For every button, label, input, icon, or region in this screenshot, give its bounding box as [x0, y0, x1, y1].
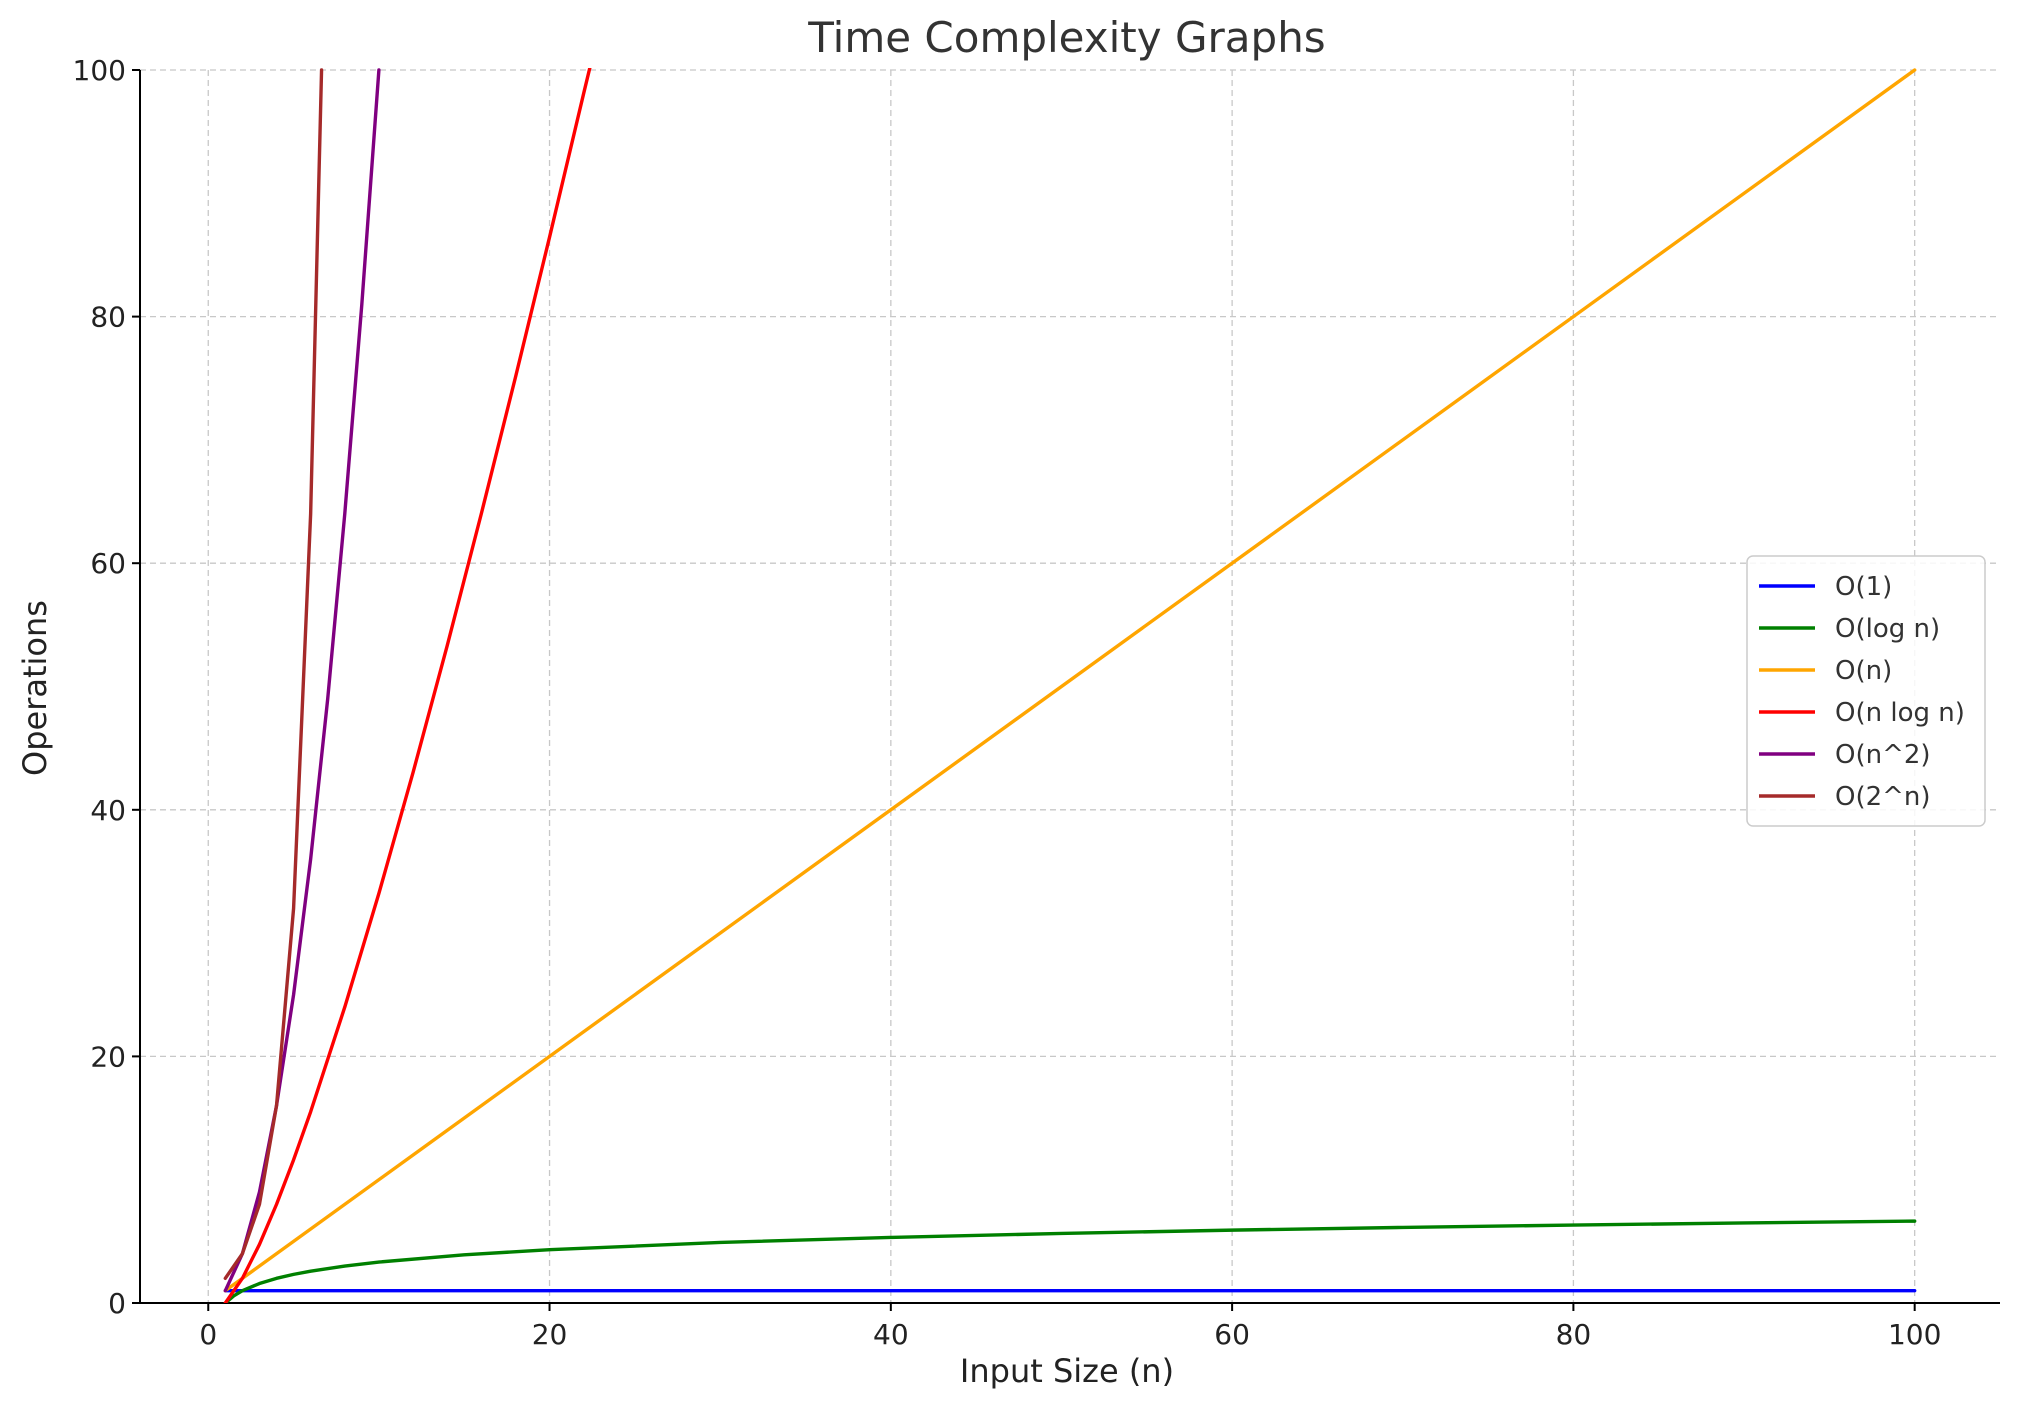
x-tick-label: 80	[1556, 1318, 1592, 1351]
y-tick-label: 0	[108, 1287, 126, 1320]
x-tick-label: 20	[532, 1318, 568, 1351]
series-line-3	[223, 68, 592, 1303]
legend-box	[1746, 555, 1986, 827]
tick-labels: 0 20 40 60 80 100 0 20 40 60 80 100	[73, 54, 1942, 1351]
legend-label: O(1)	[1835, 572, 1892, 602]
legend-label: O(n^2)	[1835, 740, 1931, 770]
series-line-2	[223, 68, 1917, 1293]
legend-label: O(2^n)	[1835, 782, 1931, 812]
axes	[132, 69, 2000, 1311]
legend-label: O(log n)	[1835, 614, 1940, 644]
x-tick-label: 100	[1888, 1318, 1941, 1351]
y-tick-label: 100	[73, 54, 126, 87]
y-tick-label: 20	[90, 1040, 126, 1073]
series-line-4	[223, 68, 381, 1293]
legend: O(1) O(log n) O(n) O(n log n) O(n^2) O(2^n)	[1746, 555, 1986, 827]
chart-title: Time Complexity Graphs	[807, 13, 1325, 62]
grid	[140, 69, 2000, 1304]
x-tick-label: 60	[1214, 1318, 1250, 1351]
y-tick-label: 40	[90, 794, 126, 827]
series-line-5	[223, 68, 324, 1281]
y-tick-label: 80	[90, 301, 126, 334]
y-axis-label: Operations	[16, 600, 54, 776]
legend-label: O(n)	[1835, 656, 1892, 686]
series-lines	[223, 68, 1917, 1303]
legend-label: O(n log n)	[1835, 698, 1965, 728]
x-tick-label: 0	[199, 1318, 217, 1351]
x-tick-label: 40	[873, 1318, 909, 1351]
y-tick-label: 60	[90, 547, 126, 580]
series-line-1	[223, 1219, 1917, 1303]
x-axis-label: Input Size (n)	[960, 1352, 1174, 1390]
